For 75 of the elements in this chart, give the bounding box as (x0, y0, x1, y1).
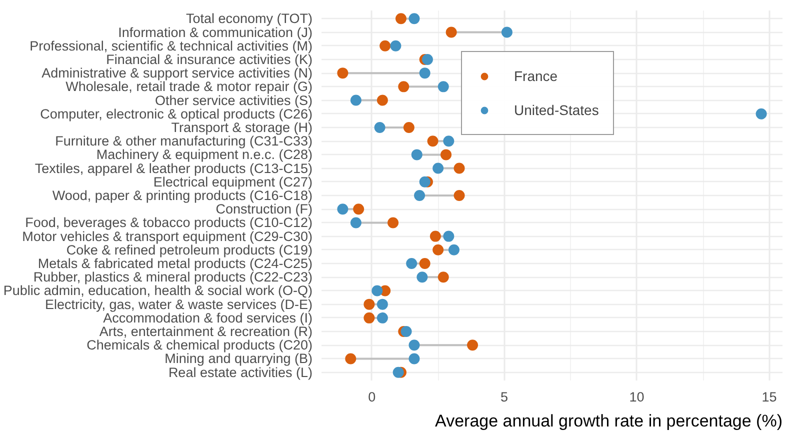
y-tick-label: Textiles, apparel & leather products (C13-C15) (34, 160, 313, 176)
y-tick-label: Arts, entertainment & recreation (R) (99, 324, 313, 340)
y-tick-label: Rubber, plastics & mineral products (C22-C23) (33, 270, 313, 285)
point (501, 26, 512, 38)
point (422, 54, 433, 65)
point (427, 136, 438, 147)
point (376, 298, 388, 310)
point (440, 149, 452, 160)
y-tick-label: Administrative & support service activities (N) (42, 66, 313, 81)
point (408, 340, 420, 351)
point (337, 204, 348, 215)
point (337, 68, 348, 79)
point (467, 340, 478, 351)
y-tick-label: Real estate activities (L) (168, 364, 313, 380)
point (400, 326, 412, 338)
point (374, 122, 386, 133)
point (756, 108, 767, 120)
point (376, 94, 388, 106)
point (408, 13, 420, 24)
x-tick-label: 0 (368, 390, 376, 404)
point (350, 94, 362, 106)
y-tick-label: Food, beverages & tobacco products (C10-C12) (25, 215, 313, 230)
point (395, 13, 406, 24)
point (390, 40, 402, 52)
y-tick-label: Motor vehicles & transport equipment (C29-C30) (22, 228, 313, 244)
point (448, 244, 460, 256)
x-axis-title: Average annual growth rate in percentage (%) (435, 412, 783, 430)
point (403, 122, 414, 133)
y-tick-label: Wholesale, retail trade & motor repair (G) (66, 79, 313, 94)
point (392, 366, 404, 378)
y-tick-label: Other service activities (S) (154, 92, 313, 108)
legend-label: France (514, 68, 558, 84)
point (419, 68, 430, 79)
point (438, 272, 449, 283)
y-tick-label: Construction (F) (216, 202, 313, 217)
point (438, 81, 449, 92)
legend-label: United-States (514, 102, 599, 118)
point (353, 204, 364, 215)
point (419, 258, 430, 270)
point (419, 176, 430, 188)
y-tick-label: Total economy (TOT) (186, 11, 313, 26)
point (430, 230, 441, 242)
point (454, 190, 465, 201)
point (446, 26, 457, 38)
y-tick-label: Chemicals & chemical products (C20) (86, 338, 313, 353)
x-tick-label: 15 (762, 390, 777, 404)
point (364, 312, 375, 324)
point (443, 136, 454, 147)
point (376, 312, 388, 324)
point (380, 40, 391, 52)
point (443, 230, 454, 242)
point (364, 298, 375, 310)
point (454, 162, 465, 174)
y-tick-label: Mining and quarrying (B) (164, 351, 313, 366)
point (408, 353, 420, 364)
y-tick-label: Public admin, education, health & social work (O-Q) (3, 283, 313, 298)
y-tick-label: Machinery & equipment n.e.c. (C28) (96, 147, 313, 162)
point (411, 149, 422, 160)
y-tick-label: Metals & fabricated metal products (C24-C25) (38, 256, 313, 272)
point (432, 244, 444, 256)
point (406, 258, 418, 270)
point (414, 190, 426, 201)
point (345, 353, 356, 364)
point (388, 217, 399, 228)
x-tick-label: 10 (629, 390, 644, 404)
point (372, 285, 383, 296)
y-tick-label: Furniture & other manufacturing (C31-C33) (55, 134, 313, 149)
y-tick-label: Wood, paper & printing products (C16-C18) (52, 188, 313, 203)
y-tick-label: Information & communication (J) (118, 24, 313, 40)
y-tick-label: Electricity, gas, water & waste services (D-E) (44, 296, 312, 312)
x-tick-label: 5 (500, 390, 508, 404)
point (416, 272, 428, 283)
point (432, 162, 444, 174)
point (350, 217, 362, 228)
point (398, 81, 410, 92)
